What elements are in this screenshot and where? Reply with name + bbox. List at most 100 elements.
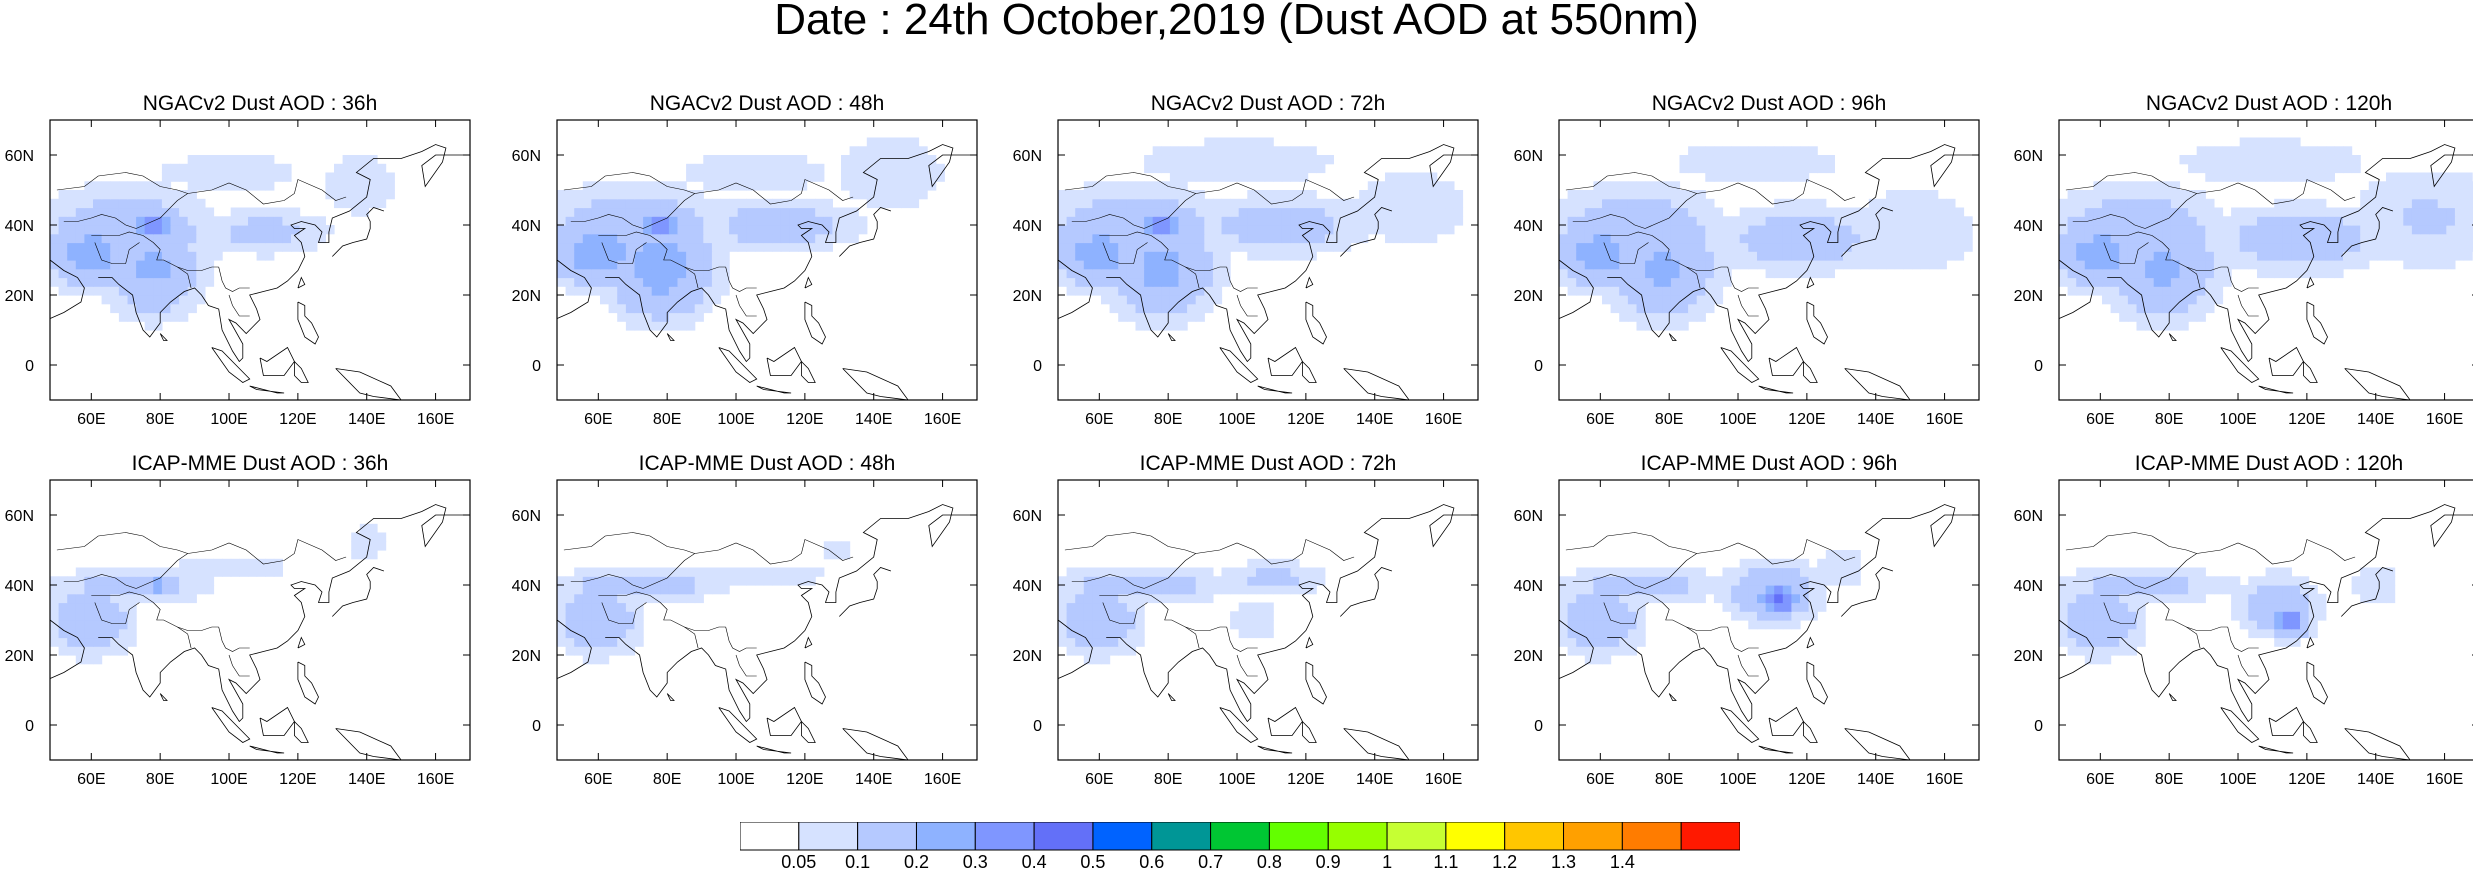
aod-cell <box>1765 576 1775 586</box>
aod-cell <box>136 216 146 226</box>
aod-cell <box>557 216 567 226</box>
aod-cell <box>2308 620 2318 630</box>
aod-cell <box>1619 286 1629 296</box>
aod-cell <box>1135 216 1145 226</box>
aod-cell <box>2059 277 2069 287</box>
aod-cell <box>1636 181 1646 191</box>
aod-cell <box>187 181 197 191</box>
aod-cell <box>1204 225 1214 235</box>
aod-cell <box>2248 216 2258 226</box>
country-border <box>63 574 137 589</box>
aod-cell <box>1791 260 1801 270</box>
aod-cell <box>2136 225 2146 235</box>
aod-cell <box>1739 251 1749 261</box>
aod-cell <box>1135 225 1145 235</box>
aod-cell <box>1367 198 1377 209</box>
aod-cell <box>634 251 644 261</box>
aod-cell <box>2308 268 2318 279</box>
aod-cell <box>2110 181 2120 191</box>
aod-cell <box>2265 216 2275 226</box>
aod-cell <box>1627 576 1638 586</box>
aod-cell <box>2213 268 2224 279</box>
aod-cell <box>1290 225 1300 235</box>
aod-cell <box>591 637 601 647</box>
aod-cell <box>1688 593 1698 604</box>
aod-cell <box>1843 251 1853 261</box>
aod-cell <box>2274 567 2284 577</box>
aod-cell <box>1748 567 1758 577</box>
aod-cell <box>1705 198 1715 209</box>
aod-cell <box>2213 286 2224 296</box>
aod-cell <box>1860 242 1870 252</box>
aod-cell <box>884 172 894 182</box>
aod-cell <box>2170 233 2181 244</box>
aod-cell <box>2222 260 2232 270</box>
aod-cell <box>1118 216 1128 226</box>
aod-cell <box>2145 181 2155 191</box>
aod-cell <box>1247 620 1257 630</box>
aod-cell <box>711 155 722 165</box>
aod-cell <box>2102 242 2112 252</box>
aod-cell <box>101 567 111 577</box>
aod-cell <box>1868 260 1878 270</box>
country-border <box>1099 591 1227 631</box>
aod-cell <box>1705 295 1715 305</box>
aod-cell <box>67 251 77 261</box>
aod-cell <box>2403 207 2413 217</box>
aod-cell <box>2127 567 2138 577</box>
aod-cell <box>2291 576 2301 586</box>
aod-cell <box>565 593 575 604</box>
aod-cell <box>1092 251 1102 261</box>
aod-cell <box>1722 242 1732 252</box>
aod-cell <box>179 207 189 217</box>
aod-cell <box>625 216 636 226</box>
aod-cell <box>136 225 146 235</box>
aod-cell <box>608 216 618 226</box>
aod-cell <box>2411 198 2422 209</box>
aod-cell <box>1195 567 1205 577</box>
aod-cell <box>2386 576 2396 586</box>
aod-cell <box>617 268 627 279</box>
colorbar-swatch <box>1680 822 1740 851</box>
aod-cell <box>1410 198 1421 209</box>
aod-cell <box>187 260 197 270</box>
aod-cell <box>342 190 352 200</box>
aod-cell <box>1307 155 1317 165</box>
aod-cell <box>1576 216 1586 226</box>
aod-cell <box>368 172 378 182</box>
aod-cell <box>2127 611 2138 621</box>
aod-cell <box>2265 567 2275 577</box>
aod-cell <box>84 277 94 287</box>
aod-cell <box>1178 286 1188 296</box>
aod-cell <box>1567 190 1577 200</box>
aod-cell <box>1161 260 1171 270</box>
aod-cell <box>1627 620 1638 630</box>
aod-cell <box>1221 585 1231 595</box>
aod-cell <box>1705 216 1715 226</box>
aod-cell <box>1636 225 1646 235</box>
aod-cell <box>1195 286 1205 296</box>
aod-cell <box>1636 312 1646 322</box>
aod-cell <box>2102 225 2112 235</box>
aod-cell <box>617 611 627 621</box>
aod-cell <box>2325 207 2335 217</box>
aod-cell <box>1808 242 1818 252</box>
aod-cell <box>101 190 111 200</box>
aod-cell <box>2196 233 2206 244</box>
aod-cell <box>2300 216 2310 226</box>
aod-cell <box>359 198 369 209</box>
aod-cell <box>2411 242 2422 252</box>
aod-cell <box>600 233 610 244</box>
aod-cell <box>1653 268 1663 279</box>
aod-cell <box>2334 155 2344 165</box>
aod-cell <box>1144 216 1154 226</box>
aod-cell <box>75 585 85 595</box>
aod-cell <box>815 216 825 226</box>
aod-cell <box>230 558 240 569</box>
lon-tick-label: 100E <box>717 411 754 428</box>
aod-cell <box>806 198 816 209</box>
aod-cell <box>1610 620 1620 630</box>
aod-cell <box>1886 207 1896 217</box>
aod-cell <box>2248 620 2258 630</box>
aod-cell <box>1929 207 1939 217</box>
